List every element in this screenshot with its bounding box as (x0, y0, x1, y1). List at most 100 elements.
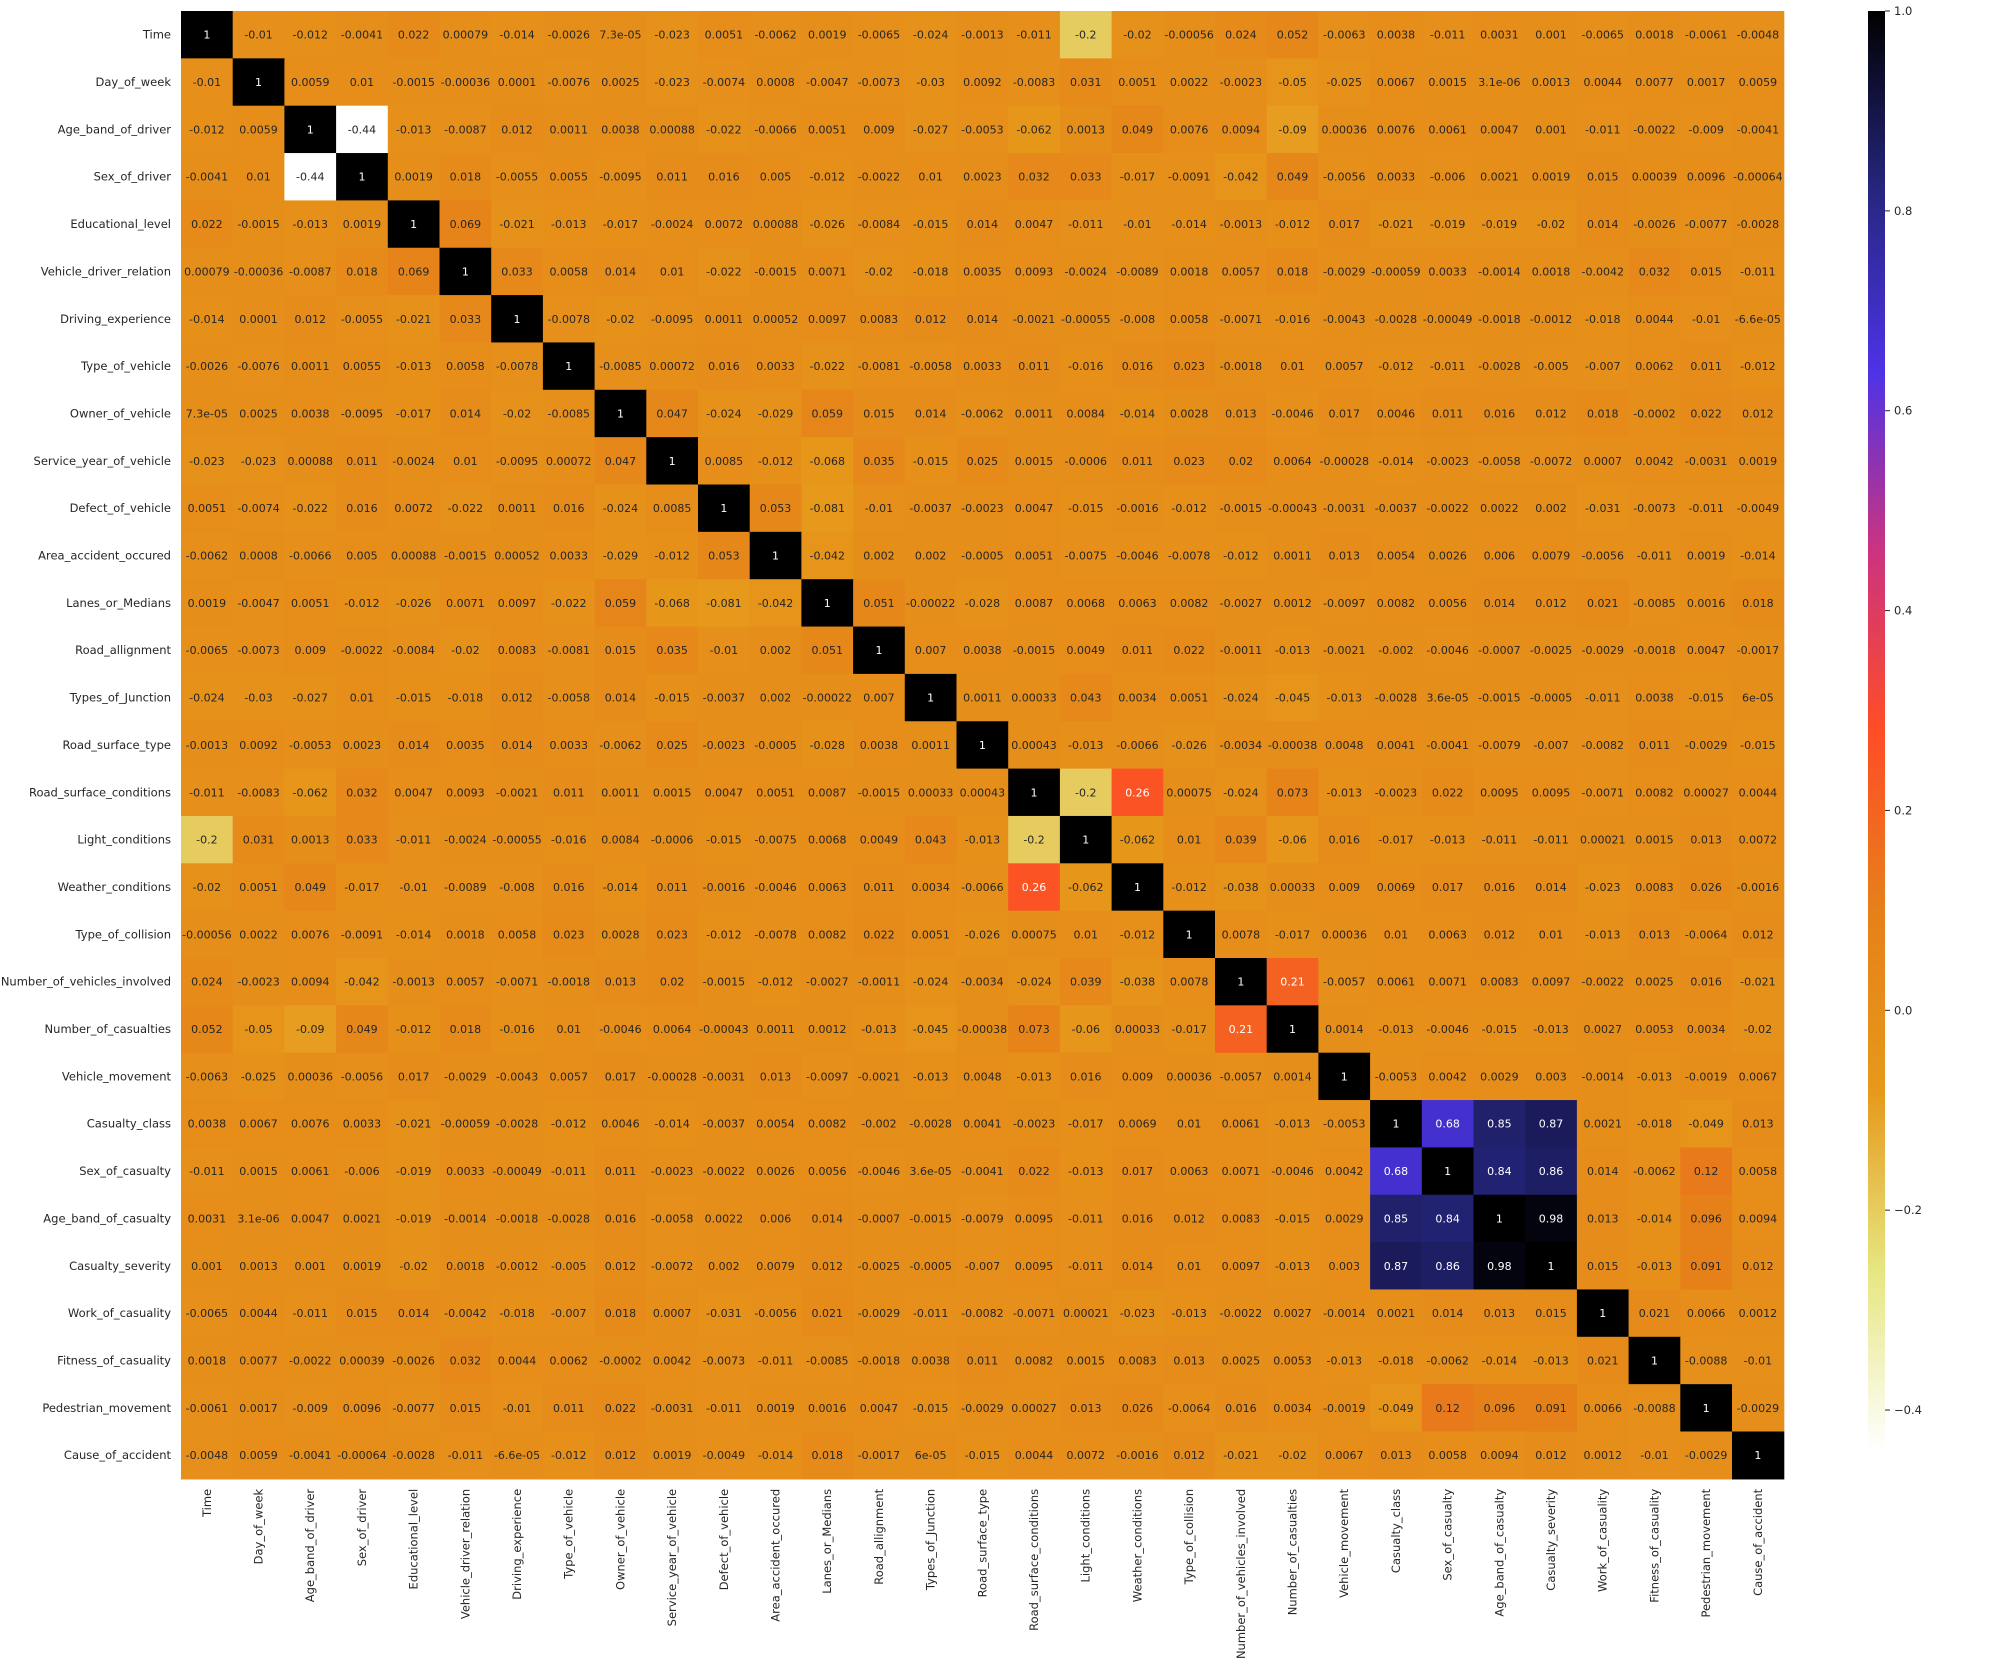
heatmap-cell (801, 247, 854, 296)
cell-value-label: 0.022 (1690, 407, 1722, 420)
y-tick-label: Cause_of_accident (64, 1448, 172, 1462)
heatmap-cell (284, 1005, 337, 1054)
heatmap-cell (181, 1289, 234, 1338)
cell-value-label: -0.0022 (703, 1165, 745, 1178)
heatmap-cell (284, 11, 337, 59)
cell-value-label: -0.022 (448, 502, 483, 515)
x-tick-label: Pedestrian_movement (1699, 1488, 1713, 1617)
heatmap-cell (904, 1431, 958, 1480)
cell-value-label: 0.0048 (1325, 739, 1364, 752)
cell-value-label: 0.014 (1535, 881, 1567, 894)
cell-value-label: 0.0015 (1428, 76, 1467, 89)
cell-value-label: -0.0079 (1478, 739, 1520, 752)
heatmap-cell (284, 863, 337, 912)
heatmap-cell (387, 1242, 441, 1291)
heatmap-cell (232, 1052, 285, 1101)
cell-value-label: -0.00049 (492, 1165, 541, 1178)
heatmap-cell (646, 58, 699, 107)
cell-value-label: -0.0088 (1685, 1354, 1727, 1367)
cell-value-label: -0.013 (551, 218, 586, 231)
heatmap-cell (1215, 1100, 1268, 1148)
x-tick-label: Educational_level (407, 1489, 421, 1590)
heatmap-cell (646, 673, 699, 722)
cell-value-label: 0.0076 (1377, 123, 1416, 136)
cell-value-label: 0.013 (760, 1070, 792, 1083)
heatmap-cell (1266, 153, 1319, 201)
cell-value-label: -0.0037 (703, 1118, 745, 1131)
heatmap-cell (1628, 1289, 1681, 1338)
heatmap-cell (1628, 1242, 1681, 1291)
cell-value-label: -0.0075 (1065, 550, 1107, 563)
cell-value-label: 0.016 (1122, 360, 1154, 373)
cell-value-label: 0.0066 (1584, 1402, 1623, 1415)
heatmap-cell (594, 673, 647, 722)
heatmap-cell (232, 1005, 285, 1054)
cell-value-label: -0.0005 (754, 739, 796, 752)
heatmap-cell (698, 1431, 751, 1480)
cell-value-label: -0.014 (603, 881, 638, 894)
cell-value-label: 0.009 (1329, 881, 1361, 894)
cell-value-label: 0.0057 (550, 1070, 589, 1083)
cell-value-label: -0.0073 (703, 1354, 745, 1367)
cell-value-label: 0.016 (708, 360, 740, 373)
heatmap-cell (698, 673, 751, 722)
cell-value-label: 1 (358, 171, 365, 184)
cell-value-label: -0.0072 (651, 1260, 693, 1273)
heatmap-cell (491, 863, 544, 912)
cell-value-label: 0.0033 (343, 1118, 382, 1131)
cell-value-label: 0.014 (398, 739, 430, 752)
heatmap-cell (336, 342, 389, 391)
cell-value-label: -0.0015 (909, 1212, 951, 1225)
cell-value-label: -0.0077 (1685, 218, 1727, 231)
heatmap-cell (1059, 1147, 1113, 1196)
heatmap-cell (1628, 815, 1681, 864)
heatmap-cell (698, 1052, 751, 1101)
heatmap-cell (594, 863, 647, 912)
heatmap-cell (232, 58, 285, 107)
cell-value-label: 0.0054 (1377, 550, 1416, 563)
y-tick-label: Age_band_of_driver (58, 122, 172, 136)
cell-value-label: -0.023 (1585, 881, 1620, 894)
cell-value-label: 0.0093 (446, 786, 485, 799)
cell-value-label: 0.0072 (1739, 834, 1778, 847)
cell-value-label: 0.0014 (1325, 1023, 1364, 1036)
heatmap-cell (1421, 958, 1475, 1006)
cell-value-label: -0.0016 (1116, 1449, 1158, 1462)
heatmap-cell (1421, 389, 1475, 438)
cell-value-label: 1 (462, 265, 469, 278)
cell-value-label: 0.0095 (1015, 1260, 1054, 1273)
heatmap-cell (646, 105, 699, 154)
cell-value-label: 0.0084 (601, 834, 640, 847)
heatmap-cell (1059, 768, 1113, 817)
heatmap-cell (1008, 1005, 1061, 1054)
cell-value-label: 0.0094 (1739, 1212, 1778, 1225)
heatmap-cell (542, 1005, 596, 1054)
cell-value-label: -0.005 (1533, 360, 1568, 373)
heatmap-cell (491, 389, 544, 438)
heatmap-cell (594, 437, 647, 486)
heatmap-cell (1473, 295, 1526, 344)
heatmap-cell (1111, 1052, 1164, 1101)
heatmap-cell (594, 200, 647, 249)
heatmap-cell (698, 1384, 751, 1433)
heatmap-cell (1059, 247, 1113, 296)
heatmap-cell (1163, 910, 1216, 959)
cell-value-label: 0.012 (605, 1449, 637, 1462)
heatmap-cell (1576, 768, 1630, 817)
cell-value-label: -0.0046 (1271, 1165, 1313, 1178)
heatmap-cell (1576, 1289, 1630, 1338)
cell-value-label: -6.6e-05 (1735, 313, 1781, 326)
heatmap-cells (181, 11, 1785, 1480)
cell-value-label: 0.0007 (653, 1307, 692, 1320)
heatmap-cell (1370, 1431, 1423, 1480)
heatmap-cell (542, 1289, 596, 1338)
cell-value-label: -0.0095 (496, 455, 538, 468)
heatmap-cell (232, 342, 285, 391)
heatmap-cell (594, 484, 647, 533)
heatmap-cell (387, 1336, 441, 1385)
heatmap-cell (1215, 531, 1268, 580)
heatmap-cell (749, 1005, 802, 1054)
cell-value-label: 0.0078 (1170, 976, 1209, 989)
heatmap-cell (801, 1431, 854, 1480)
heatmap-cell (1732, 1431, 1785, 1480)
